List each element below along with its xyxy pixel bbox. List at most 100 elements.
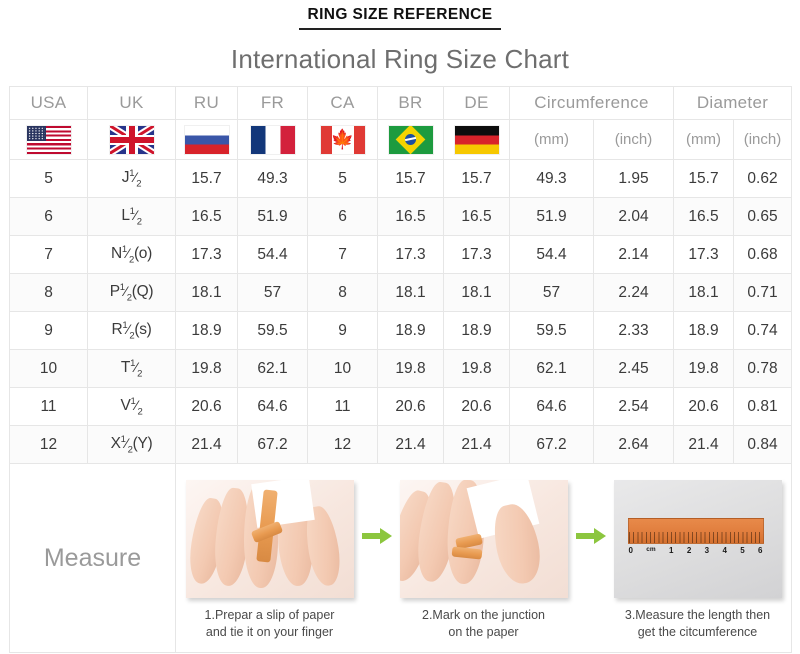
table-row: 8 P1⁄2(Q) 18.1 57 8 18.1 18.1 57 2.24 18.1 0.71 [9,273,792,312]
top-title-container: RING SIZE REFERENCE [0,0,800,30]
cell-circumference-mm: 51.9 [509,197,594,236]
flag-cell-uk [87,119,176,160]
cell-diameter-mm: 19.8 [673,349,734,388]
ruler-mark: 1 [669,546,674,555]
cell-ca: 8 [307,273,378,312]
cell-uk: N1⁄2(o) [87,235,176,274]
cell-circumference-mm: 64.6 [509,387,594,426]
cell-ca: 11 [307,387,378,426]
cell-br: 19.8 [377,349,444,388]
cell-ca: 12 [307,425,378,464]
table-row: 12 X1⁄2(Y) 21.4 67.2 12 21.4 21.4 67.2 2.64 21.4 0… [9,425,792,464]
cell-br: 20.6 [377,387,444,426]
cell-diameter-mm: 20.6 [673,387,734,426]
cell-ca: 9 [307,311,378,350]
cell-diameter-inch: 0.78 [733,349,792,388]
cell-ru: 20.6 [175,387,238,426]
cell-usa: 11 [9,387,88,426]
uk-size-value: X1⁄2(Y) [110,433,153,456]
ruler-mark: 6 [758,546,763,555]
cell-diameter-mm: 15.7 [673,159,734,198]
ruler-mark: 5 [740,546,745,555]
flag-cell-usa [9,119,88,160]
cell-fr: 64.6 [237,387,308,426]
cell-de: 21.4 [443,425,510,464]
uk-size-value: L1⁄2 [121,205,142,228]
cell-de: 15.7 [443,159,510,198]
cell-ru: 17.3 [175,235,238,274]
cell-circumference-mm: 57 [509,273,594,312]
cell-br: 18.9 [377,311,444,350]
ruler-mark: 3 [704,546,710,555]
flag-germany-icon [454,125,499,154]
flag-usa-icon [26,125,71,154]
cell-ru: 19.8 [175,349,238,388]
table-row: 5 J1⁄2 15.7 49.3 5 15.7 15.7 49.3 1.95 15.7 0.62 [9,159,792,198]
flag-uk-icon [109,125,154,154]
flag-cell-de [443,119,510,160]
measure-step-2: 2.Mark on the junction on the paper [399,480,569,641]
flag-france-icon [250,125,295,154]
measure-step-3-caption: 3.Measure the length then get the citcum… [624,608,771,639]
cell-circumference-mm: 49.3 [509,159,594,198]
uk-size-value: V1⁄2 [120,395,143,418]
measure-step-2-caption: 2.Mark on the junction on the paper [422,608,545,639]
flag-cell-br [377,119,444,160]
table-row: 11 V1⁄2 20.6 64.6 11 20.6 20.6 64.6 2.54 20.6 0.81 [9,387,792,426]
column-header-ru: RU [175,86,238,120]
cell-circumference-inch: 2.14 [593,235,674,274]
ruler-measuring-paper-photo: 0 cm 1 2 3 4 5 6 [613,480,782,598]
cell-diameter-inch: 0.68 [733,235,792,274]
flag-canada-icon: 🍁 [320,125,365,154]
step-arrow-1-icon [360,480,394,544]
cell-diameter-inch: 0.65 [733,197,792,236]
cell-de: 17.3 [443,235,510,274]
cell-uk: J1⁄2 [87,159,176,198]
cell-ca: 6 [307,197,378,236]
column-header-usa: USA [9,86,88,120]
hand-with-paper-strip-photo [185,480,354,598]
cell-circumference-inch: 2.45 [593,349,674,388]
cell-circumference-mm: 59.5 [509,311,594,350]
cell-circumference-mm: 67.2 [509,425,594,464]
ring-size-table: USA UK RU FR CA BR DE Circumference Diam… [9,86,792,653]
unit-circumference-inch: (inch) [593,119,674,160]
column-header-br: BR [377,86,444,120]
cell-circumference-inch: 1.95 [593,159,674,198]
measure-step-1: 1.Prepar a slip of paper and tie it on y… [185,480,355,641]
column-header-ca: CA [307,86,378,120]
cell-de: 18.1 [443,273,510,312]
cell-ru: 18.9 [175,311,238,350]
ruler-mark: 2 [686,546,692,555]
cell-ca: 10 [307,349,378,388]
cell-br: 16.5 [377,197,444,236]
cell-circumference-mm: 62.1 [509,349,594,388]
chart-subtitle: International Ring Size Chart [230,44,570,74]
flag-cell-ca: 🍁 [307,119,378,160]
cell-ca: 5 [307,159,378,198]
cell-fr: 67.2 [237,425,308,464]
page-title: RING SIZE REFERENCE [299,6,501,30]
cell-br: 15.7 [377,159,444,198]
table-row: 7 N1⁄2(o) 17.3 54.4 7 17.3 17.3 54.4 2.14 17.3 0.6… [9,235,792,274]
cell-fr: 51.9 [237,197,308,236]
cell-de: 16.5 [443,197,510,236]
ruler-mark: cm [646,546,656,553]
cell-fr: 57 [237,273,308,312]
measure-steps: 1.Prepar a slip of paper and tie it on y… [176,470,791,646]
cell-circumference-inch: 2.64 [593,425,674,464]
cell-diameter-mm: 17.3 [673,235,734,274]
table-header-flags-row: 🍁 (mm) (inch) (mm) (inch) [9,119,792,160]
cell-usa: 8 [9,273,88,312]
cell-fr: 59.5 [237,311,308,350]
cell-de: 19.8 [443,349,510,388]
cell-diameter-inch: 0.62 [733,159,792,198]
table-body: 5 J1⁄2 15.7 49.3 5 15.7 15.7 49.3 1.95 15.7 0.62 6 L… [9,159,792,464]
cell-circumference-inch: 2.24 [593,273,674,312]
step-arrow-2-icon [574,480,608,544]
hand-marking-paper-photo [399,480,568,598]
cell-ru: 21.4 [175,425,238,464]
cell-ru: 15.7 [175,159,238,198]
cell-circumference-mm: 54.4 [509,235,594,274]
table-row: 10 T1⁄2 19.8 62.1 10 19.8 19.8 62.1 2.45 19.8 0.78 [9,349,792,388]
